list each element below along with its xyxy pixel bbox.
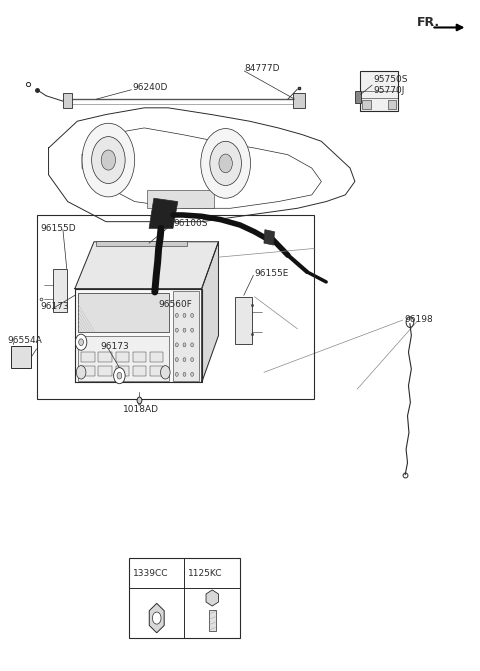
Bar (116, 366, 129, 376)
Bar (209, 610, 216, 631)
Text: 96155D: 96155D (40, 224, 75, 233)
Circle shape (175, 372, 178, 376)
Circle shape (79, 339, 84, 346)
Circle shape (183, 343, 186, 347)
Bar (78, 293, 169, 332)
Text: 1125KC: 1125KC (188, 568, 223, 578)
Text: 1339CC: 1339CC (133, 568, 168, 578)
Circle shape (191, 343, 193, 347)
Bar (388, 100, 396, 109)
Circle shape (183, 372, 186, 376)
Bar (11, 346, 31, 368)
Polygon shape (202, 242, 218, 382)
Bar (362, 100, 371, 109)
Bar (147, 189, 214, 208)
Bar (173, 291, 199, 381)
Text: 96560F: 96560F (158, 299, 192, 309)
Circle shape (191, 372, 193, 376)
Circle shape (101, 150, 116, 170)
Text: 1018AD: 1018AD (123, 405, 159, 413)
Bar (53, 268, 67, 312)
Bar (63, 93, 72, 108)
Bar (98, 352, 112, 362)
Circle shape (175, 343, 178, 347)
Bar (355, 91, 360, 103)
Circle shape (82, 123, 135, 197)
Text: 96198: 96198 (404, 315, 433, 324)
Polygon shape (75, 289, 202, 382)
Text: 96155E: 96155E (254, 268, 289, 278)
Circle shape (76, 366, 86, 379)
Circle shape (137, 397, 142, 404)
Polygon shape (149, 198, 178, 228)
Circle shape (160, 366, 170, 379)
Bar (293, 93, 305, 108)
Circle shape (75, 334, 87, 350)
Text: 96173: 96173 (40, 302, 69, 311)
Bar (150, 366, 163, 376)
Text: 96100S: 96100S (173, 219, 207, 227)
Polygon shape (264, 229, 275, 245)
Polygon shape (149, 603, 164, 633)
Text: 84777D: 84777D (245, 64, 280, 74)
Bar (36, 215, 314, 399)
Bar (133, 352, 146, 362)
Circle shape (175, 328, 178, 332)
Bar (78, 336, 169, 381)
Bar (81, 352, 95, 362)
Circle shape (175, 313, 178, 317)
Bar (116, 352, 129, 362)
Bar (98, 366, 112, 376)
Circle shape (210, 142, 241, 185)
Text: 96554A: 96554A (8, 336, 43, 345)
Circle shape (183, 358, 186, 362)
Bar (129, 558, 240, 638)
Circle shape (201, 129, 251, 198)
Circle shape (183, 313, 186, 317)
Text: 96240D: 96240D (132, 83, 168, 92)
Bar (360, 71, 398, 111)
Circle shape (153, 612, 161, 624)
Circle shape (175, 358, 178, 362)
Circle shape (183, 328, 186, 332)
Text: FR.: FR. (417, 15, 440, 29)
Text: 95750S: 95750S (373, 74, 408, 83)
Polygon shape (206, 590, 218, 606)
Circle shape (191, 313, 193, 317)
Circle shape (219, 154, 232, 173)
Circle shape (114, 368, 125, 384)
Polygon shape (75, 242, 218, 289)
Bar (133, 366, 146, 376)
Text: 95770J: 95770J (373, 86, 405, 95)
Bar (150, 352, 163, 362)
Bar (81, 366, 95, 376)
Circle shape (191, 358, 193, 362)
Bar (96, 241, 187, 246)
Bar (235, 297, 252, 344)
Circle shape (117, 372, 122, 379)
Circle shape (92, 137, 125, 183)
Circle shape (191, 328, 193, 332)
Text: 96173: 96173 (100, 342, 129, 352)
